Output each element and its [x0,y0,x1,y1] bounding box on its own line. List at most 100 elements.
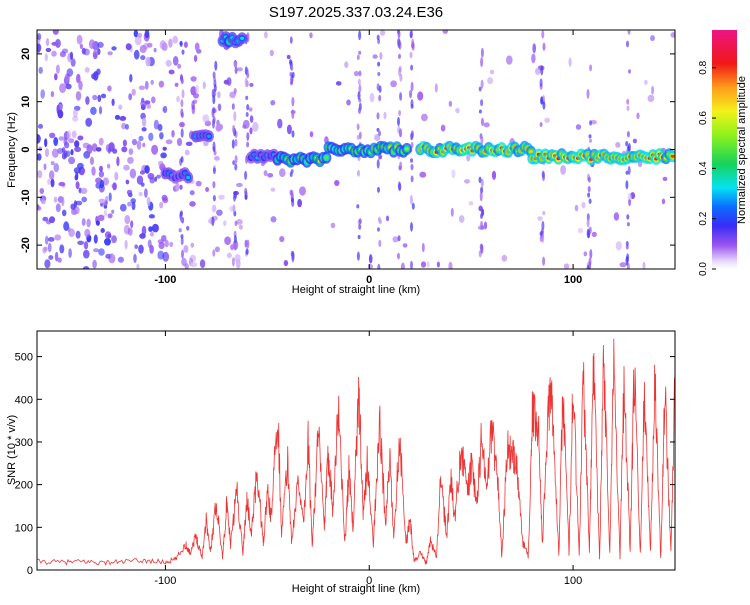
heatmap-speckle [434,83,438,93]
heatmap-speckle [37,153,42,161]
heatmap-streak [410,158,413,163]
colorbar-tick-label: 0.2 [698,211,709,225]
snr-y-ticks: 0 100 200 300 400 500 [15,352,675,577]
heatmap-speckle [242,124,247,129]
heatmap-x-tick-label: 100 [564,274,582,286]
heatmap-streak [356,204,360,209]
heatmap-speckle [41,199,46,205]
heatmap-speckle [138,85,146,91]
heatmap-streak [589,138,592,143]
heatmap-streak [291,71,295,79]
heatmap-speckle [487,77,494,85]
heatmap-speckle [128,148,134,156]
heatmap-speckle [650,35,655,42]
colorbar-tick-label: 0.6 [698,111,709,125]
heatmap-streak [625,244,629,250]
heatmap-speckle [436,261,440,268]
heatmap-streak [211,216,215,227]
heatmap-speckle [66,68,74,77]
heatmap-speckle [75,230,81,239]
heatmap-speckle [51,148,59,158]
heatmap-streak [245,112,249,117]
heatmap-streak [358,84,362,93]
heatmap-speckle [63,150,68,159]
heatmap-speckle [63,221,70,232]
heatmap-speckle [57,109,64,119]
heatmap-speckle [139,170,146,175]
heatmap-speckle [55,203,61,213]
heatmap-streak [397,235,401,242]
heatmap-streak [589,64,593,72]
heatmap-speckle [466,153,471,162]
heatmap-speckle [130,220,134,228]
heatmap-speckle [47,178,51,185]
heatmap-streak [379,52,383,60]
heatmap-streak [212,71,216,79]
heatmap-speckle [107,85,112,92]
heatmap-streak [357,91,361,101]
heatmap-speckle [615,142,621,148]
heatmap-streak [541,30,545,39]
heatmap-streak [409,194,413,205]
heatmap-streak [378,94,382,102]
heatmap-streak [291,197,294,203]
heatmap-speckle [202,81,206,90]
heatmap-speckle [93,234,98,244]
heatmap-speckle [136,140,142,150]
heatmap-streak [378,155,382,160]
heatmap-speckle [79,43,83,50]
heatmap-speckle [451,169,456,179]
heatmap-streak [626,105,630,111]
heatmap-speckle [134,35,142,46]
heatmap-streak [410,260,413,269]
heatmap-streak [378,219,382,225]
heatmap-streak [212,94,216,105]
snr-panel: -100 0 100 0 100 200 300 400 500 Height of stra… [6,330,676,595]
heatmap-streak [586,228,590,239]
heatmap-streak [234,155,238,164]
heatmap-speckle [44,138,48,148]
heatmap-streak [234,66,238,75]
heatmap-streak [478,86,482,92]
snr-y-axis-label: SNR (10 * v/v) [6,415,18,485]
heatmap-speckle [93,248,100,253]
heatmap-speckle [58,136,65,141]
heatmap-speckle [153,119,159,130]
heatmap-speckle [563,263,570,269]
heatmap-speckle [147,42,153,48]
heatmap-speckle [85,96,90,105]
heatmap-ridge-core [186,175,191,180]
heatmap-speckle [138,135,144,142]
heatmap-speckle [191,100,195,111]
heatmap-speckle [114,114,121,120]
heatmap-streak [231,257,235,267]
heatmap-speckle [99,179,104,189]
heatmap-streak [378,130,382,137]
heatmap-streak [180,237,184,246]
heatmap-speckle [421,113,428,122]
heatmap-speckle [116,156,120,167]
heatmap-speckle [131,88,136,96]
heatmap-speckle [662,176,668,181]
heatmap-speckle [184,149,190,156]
heatmap-speckle [148,132,154,141]
heatmap-streak [481,117,484,126]
heatmap-speckle [577,228,583,234]
heatmap-speckle [131,138,138,146]
heatmap-streak [626,222,630,227]
heatmap-speckle [68,156,76,165]
heatmap-speckle [53,196,58,203]
heatmap-speckle [464,179,470,184]
heatmap-speckle [61,48,69,54]
heatmap-speckle [117,256,124,263]
heatmap-speckle [574,204,579,212]
heatmap-speckle [121,146,128,153]
heatmap-speckle [98,137,104,146]
heatmap-speckle [190,262,198,268]
heatmap-speckle [53,163,60,173]
heatmap-speckle [483,122,490,128]
heatmap-y-ticks: -20 -10 0 10 20 [20,48,675,253]
heatmap-speckle [615,241,622,251]
heatmap-streak [180,128,184,138]
heatmap-speckle [78,80,83,91]
